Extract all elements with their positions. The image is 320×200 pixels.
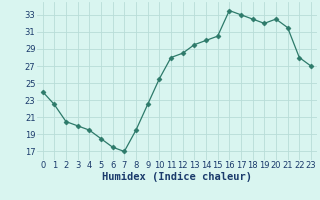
X-axis label: Humidex (Indice chaleur): Humidex (Indice chaleur) [102, 172, 252, 182]
